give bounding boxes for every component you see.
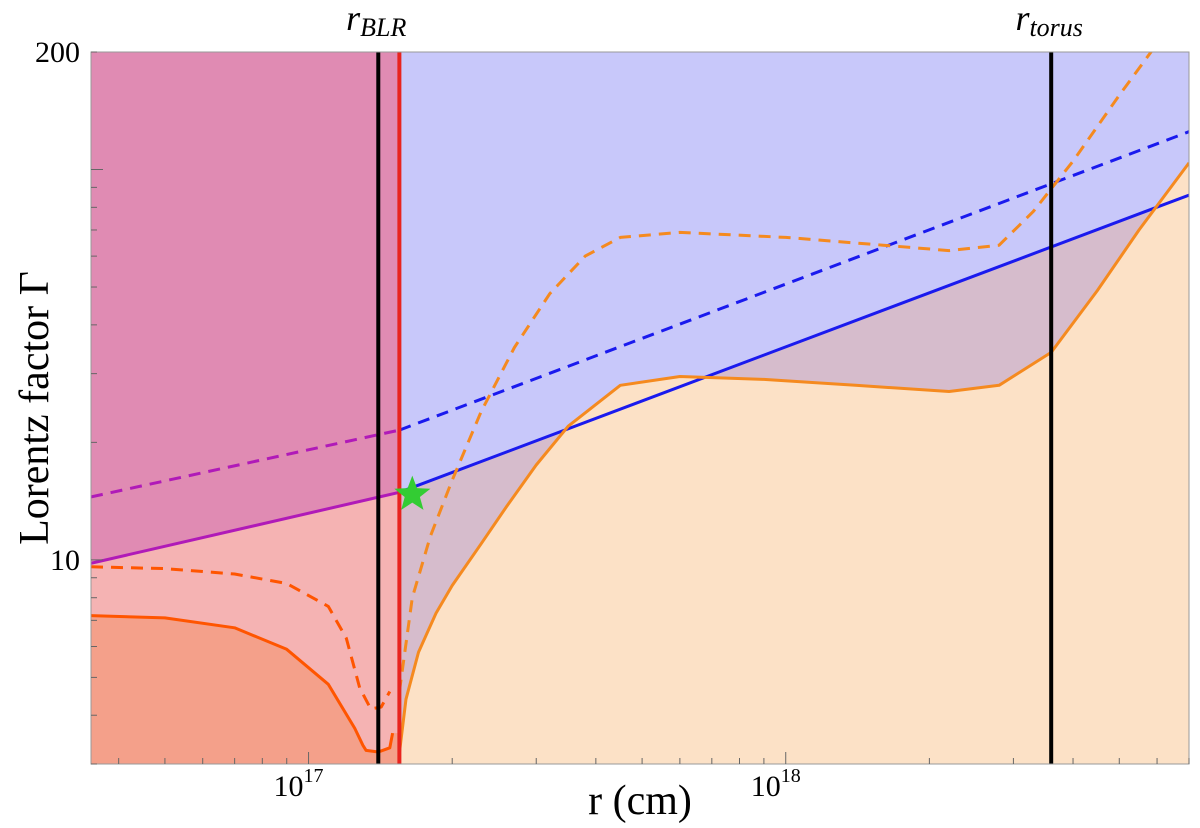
x-tick-label-0: 1017 [274,765,324,803]
y-axis-title: Lorentz factor Γ [12,271,58,545]
region-light-orange [399,162,1189,764]
series-line-2-solid [91,490,400,565]
x-tick-label-1: 1018 [751,765,801,803]
series-line-4-solid [91,614,395,754]
series-line-5-dashed [91,565,392,711]
region-salmon [91,615,400,764]
plot-frame [90,51,1190,765]
green-star-marker [394,475,431,510]
vertical-marker-label-1: rtorus [1015,0,1082,42]
series-line-0-solid [398,193,1189,494]
series-line-3-dashed [91,428,400,499]
y-tick-label-1: 200 [35,36,80,69]
region-magenta [91,52,400,564]
vertical-marker-label-0: rBLR [346,0,406,42]
y-tick-label-0: 10 [50,544,80,577]
series-line-7-dashed [397,52,1153,692]
x-axis-title: r (cm) [588,778,692,824]
region-blue [399,52,1189,493]
